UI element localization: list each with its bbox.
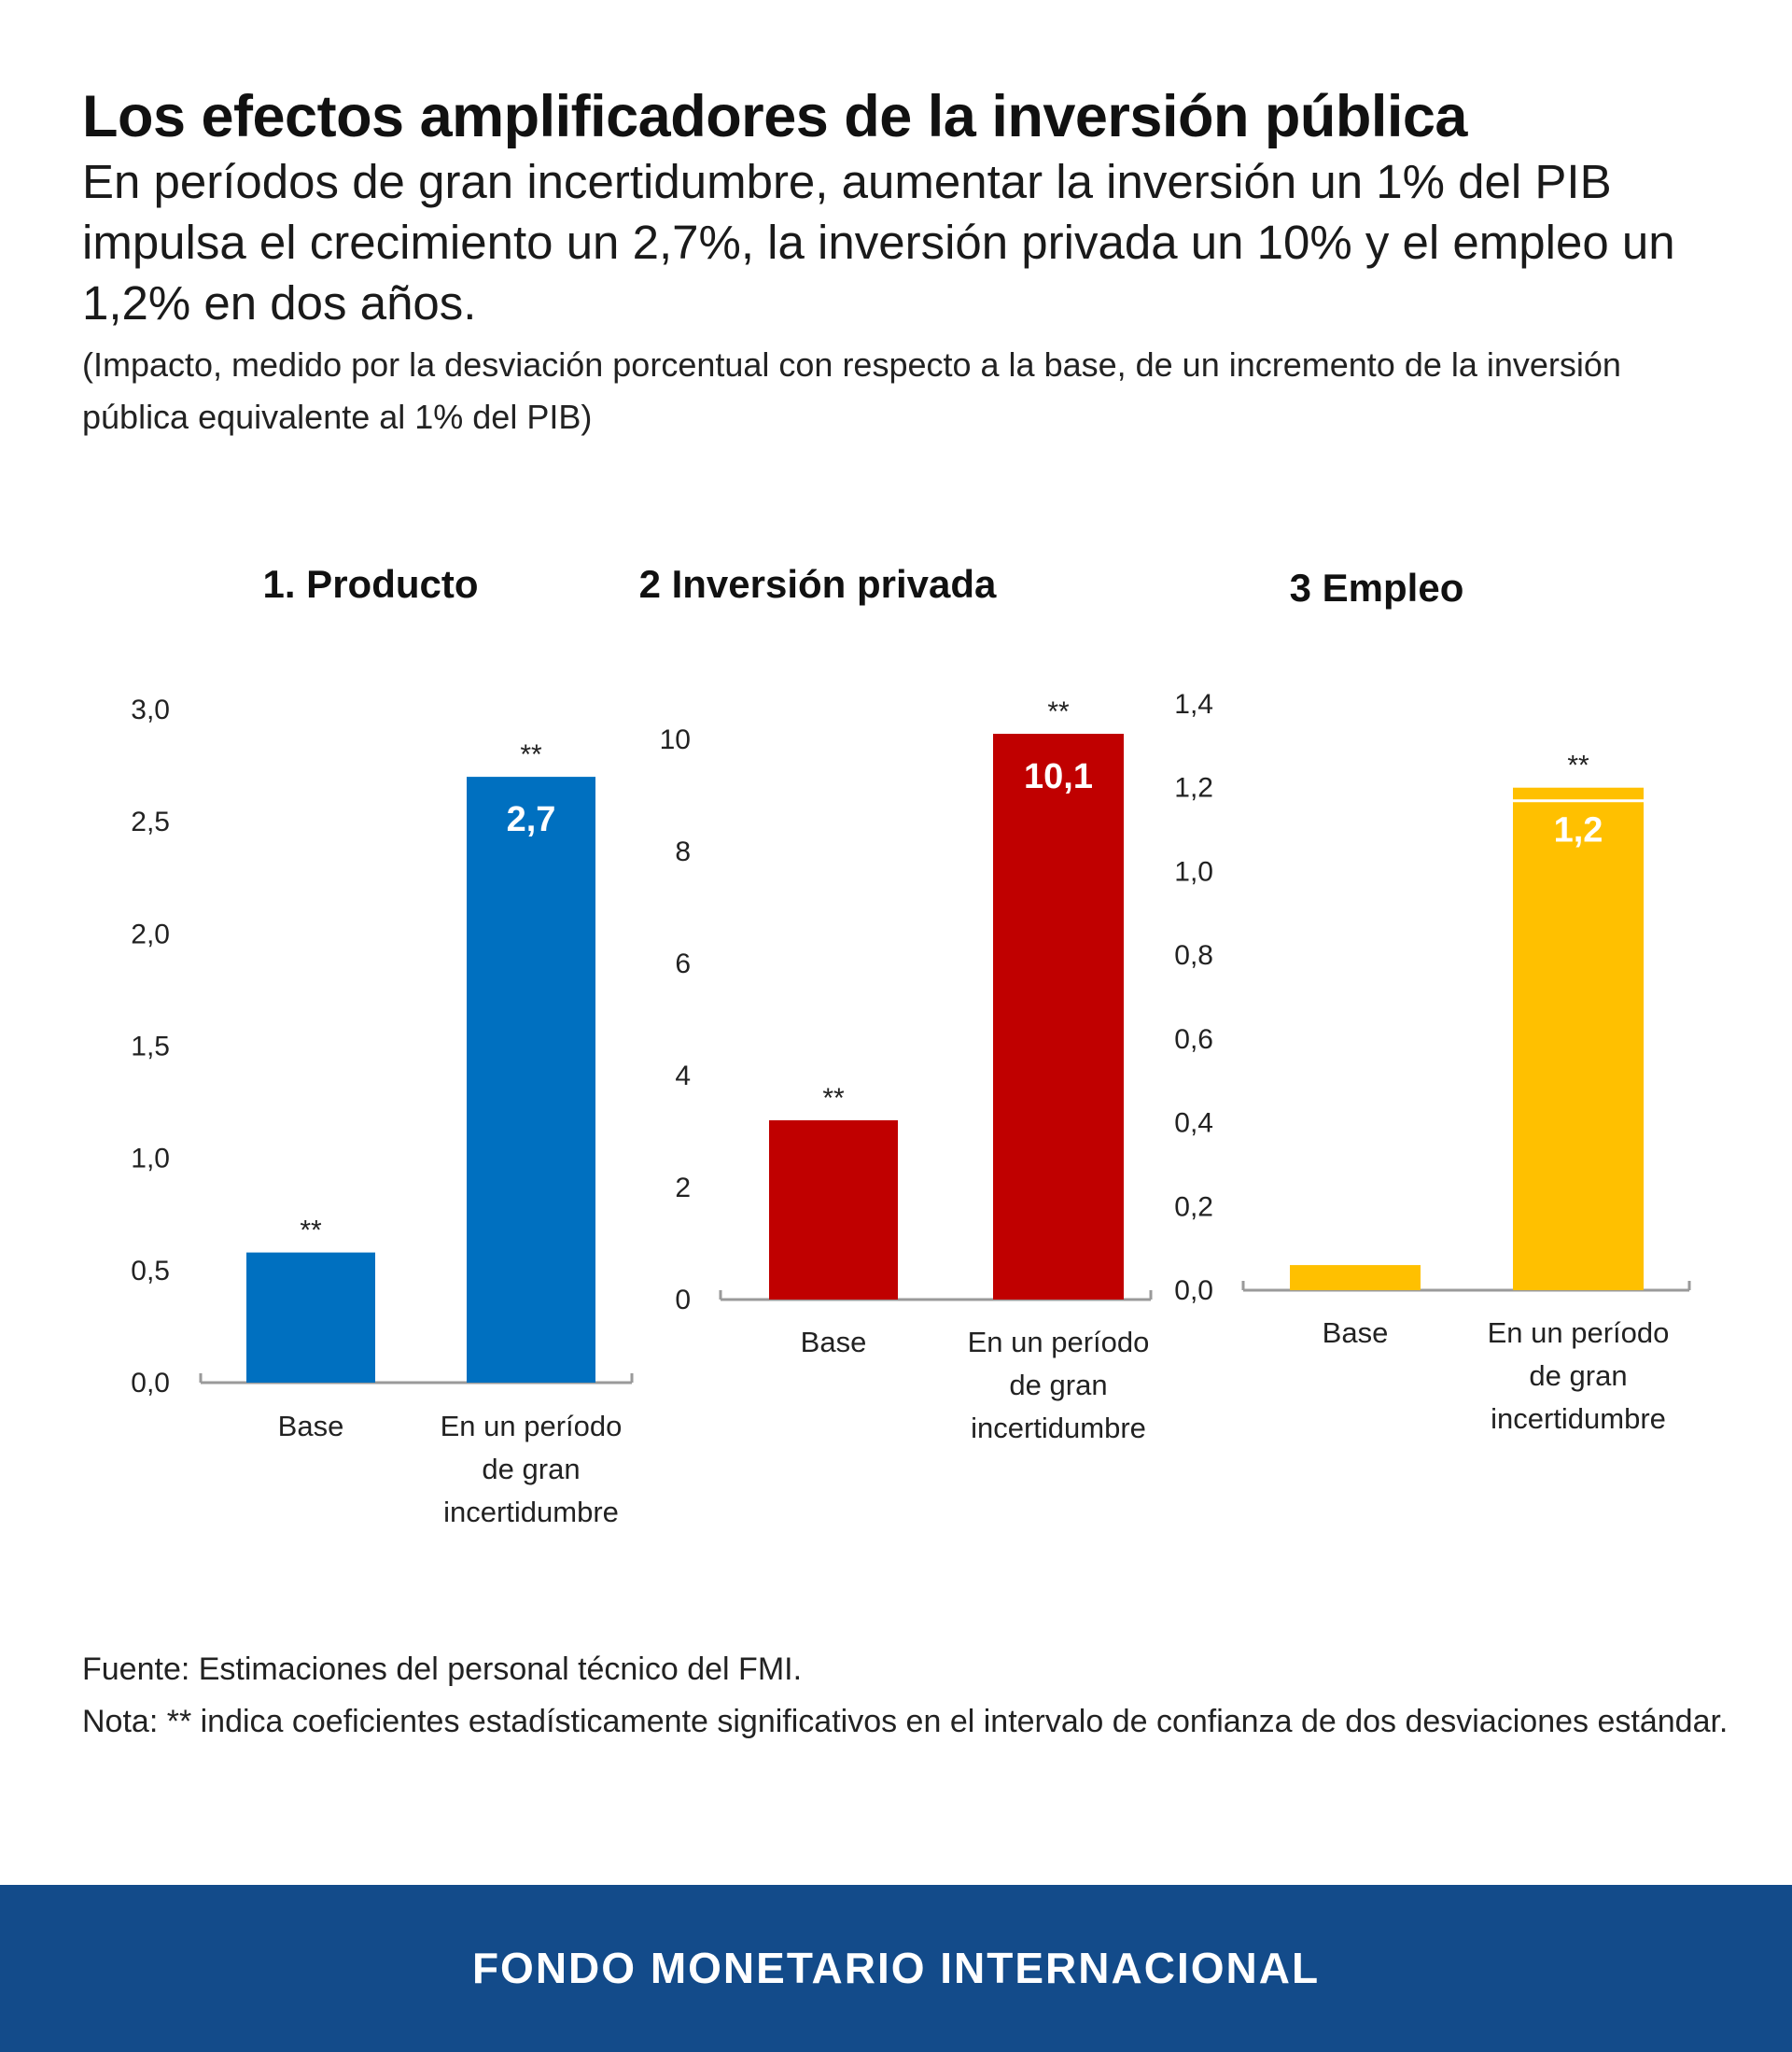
category-label-line: Base [278, 1410, 344, 1442]
y-tick-label: 0,8 [1174, 940, 1213, 971]
value-label: 10,1 [1024, 757, 1093, 796]
panel-title: 2 Inversión privada [639, 562, 997, 606]
category-label: En un período de gran incertidumbre [968, 1326, 1150, 1444]
value-label: 2,7 [507, 800, 556, 839]
category-label-line: Base [801, 1326, 867, 1358]
bar [1290, 1265, 1421, 1290]
significance-marker: ** [300, 1216, 322, 1246]
category-label-line: Base [1323, 1316, 1389, 1349]
value-label: 1,2 [1554, 811, 1603, 850]
category-label-line: de gran [1009, 1369, 1107, 1401]
category-label-line: En un período [968, 1326, 1150, 1358]
category-label-line: En un período [1488, 1316, 1670, 1349]
category-label: Base [278, 1410, 344, 1442]
category-label-line: de gran [1529, 1359, 1627, 1392]
y-tick-label: 1,0 [131, 1144, 170, 1174]
bar [1513, 787, 1644, 1290]
significance-marker: ** [1047, 696, 1070, 727]
category-label: En un período de gran incertidumbre [1488, 1316, 1670, 1435]
banner-label: FONDO MONETARIO INTERNACIONAL [471, 1944, 1321, 1992]
bar [246, 1252, 375, 1383]
category-label: Base [1323, 1316, 1389, 1349]
y-tick-label: 0,0 [1174, 1275, 1213, 1306]
category-label-line: incertidumbre [1491, 1402, 1666, 1435]
chart-subtitle: En períodos de gran incertidumbre, aumen… [82, 155, 1675, 330]
bar [769, 1120, 898, 1300]
y-tick-label: 4 [675, 1061, 691, 1091]
category-label-line: En un período [441, 1410, 623, 1442]
y-tick-label: 2,5 [131, 807, 170, 837]
y-tick-label: 2 [675, 1173, 691, 1203]
panel-title: 3 Empleo [1290, 566, 1464, 610]
category-label-line: incertidumbre [443, 1496, 619, 1528]
bar [993, 734, 1124, 1300]
charts-panel: 1. Producto 0,0 0,5 1,0 1,5 2,0 2,5 3,0 ** Base **… [131, 562, 1691, 1528]
y-tick-label: 0,2 [1174, 1191, 1213, 1222]
chart-title: Los efectos amplificadores de la inversi… [82, 84, 1467, 149]
y-tick-label: 0,6 [1174, 1024, 1213, 1055]
significance-marker: ** [520, 739, 542, 770]
y-tick-label: 0,0 [131, 1368, 170, 1398]
y-tick-label: 8 [675, 836, 691, 867]
category-label: En un período de gran incertidumbre [441, 1410, 623, 1528]
y-tick-label: 6 [675, 949, 691, 979]
y-tick-label: 3,0 [131, 695, 170, 725]
footer: Fuente: Estimaciones del personal técnic… [82, 1643, 1743, 1748]
y-tick-label: 1,0 [1174, 856, 1213, 887]
chart-panel: 3 Empleo 0,0 0,2 0,4 0,6 0,8 1,0 1,2 1,4 Base ** 1,… [1174, 566, 1691, 1435]
imf-banner: FONDO MONETARIO INTERNACIONAL [0, 1885, 1792, 2052]
chart-note: (Impacto, medido por la desviación porce… [82, 345, 1621, 436]
panel-title: 1. Producto [262, 562, 478, 606]
y-tick-label: 1,4 [1174, 689, 1213, 720]
significance-marker: ** [1567, 751, 1589, 781]
y-tick-label: 0,5 [131, 1256, 170, 1286]
category-label-line: incertidumbre [971, 1412, 1146, 1444]
y-tick-label: 10 [660, 724, 691, 755]
y-tick-label: 0 [675, 1285, 691, 1315]
y-tick-label: 2,0 [131, 919, 170, 949]
y-tick-label: 1,5 [131, 1032, 170, 1062]
header: Los efectos amplificadores de la inversi… [82, 82, 1725, 443]
category-label-line: de gran [482, 1453, 580, 1485]
y-tick-label: 0,4 [1174, 1108, 1213, 1139]
footnote-text: Nota: ** indica coeficientes estadística… [82, 1704, 1729, 1739]
significance-marker: ** [822, 1083, 845, 1114]
source-text: Fuente: Estimaciones del personal técnic… [82, 1651, 803, 1687]
chart-panel: 1. Producto 0,0 0,5 1,0 1,5 2,0 2,5 3,0 ** Base **… [131, 562, 634, 1528]
category-label: Base [801, 1326, 867, 1358]
y-tick-label: 1,2 [1174, 773, 1213, 804]
bar [467, 777, 595, 1383]
chart-panel: 2 Inversión privada 0 2 4 6 8 10 ** Base ** 10,1 En… [639, 562, 1153, 1444]
